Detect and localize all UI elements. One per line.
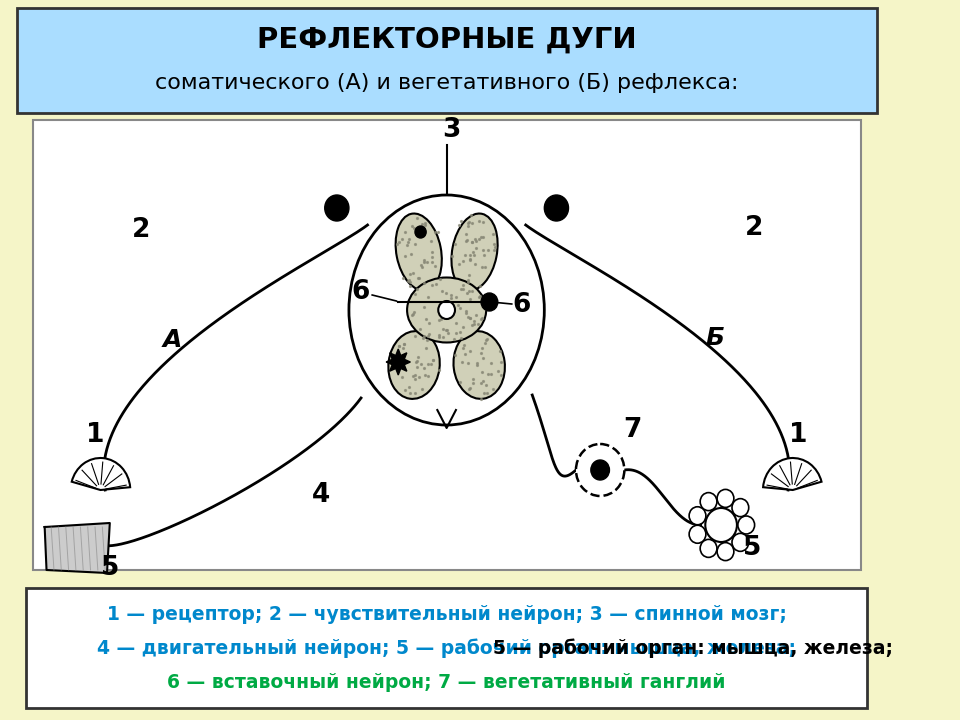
- FancyBboxPatch shape: [16, 8, 876, 113]
- Ellipse shape: [451, 214, 497, 290]
- Ellipse shape: [389, 331, 440, 399]
- Circle shape: [732, 534, 749, 552]
- Text: 3: 3: [443, 117, 461, 143]
- Ellipse shape: [396, 214, 442, 290]
- Text: соматического (А) и вегетативного (Б) рефлекса:: соматического (А) и вегетативного (Б) ре…: [155, 73, 738, 93]
- Text: 1 — рецептор; 2 — чувствительный нейрон; 3 — спинной мозг;: 1 — рецептор; 2 — чувствительный нейрон;…: [107, 605, 786, 624]
- Circle shape: [481, 293, 498, 311]
- Text: 1: 1: [85, 422, 104, 448]
- Text: А: А: [162, 328, 181, 352]
- Circle shape: [689, 525, 706, 543]
- Wedge shape: [763, 458, 822, 490]
- Text: 4 — двигательный нейрон; 5 — рабочий орган: мышца, железа;: 4 — двигательный нейрон; 5 — рабочий орг…: [97, 638, 796, 658]
- Text: РЕФЛЕКТОРНЫЕ ДУГИ: РЕФЛЕКТОРНЫЕ ДУГИ: [257, 26, 636, 54]
- Circle shape: [700, 539, 717, 557]
- Ellipse shape: [453, 331, 505, 399]
- Circle shape: [732, 499, 749, 517]
- Polygon shape: [386, 349, 410, 375]
- Circle shape: [700, 492, 717, 510]
- FancyBboxPatch shape: [26, 588, 867, 708]
- Polygon shape: [45, 523, 109, 573]
- Circle shape: [689, 507, 706, 525]
- Text: 2: 2: [132, 217, 151, 243]
- Circle shape: [324, 195, 348, 221]
- Ellipse shape: [407, 277, 486, 343]
- Circle shape: [590, 460, 610, 480]
- Circle shape: [706, 508, 737, 542]
- Text: 4: 4: [312, 482, 330, 508]
- Text: 5: 5: [743, 535, 761, 561]
- Circle shape: [576, 444, 624, 496]
- Circle shape: [717, 543, 733, 561]
- Circle shape: [544, 195, 568, 221]
- Text: 2: 2: [745, 215, 763, 241]
- Text: 6: 6: [351, 279, 371, 305]
- Text: Б: Б: [705, 326, 724, 350]
- Wedge shape: [72, 458, 131, 490]
- Text: 6: 6: [512, 292, 530, 318]
- FancyBboxPatch shape: [33, 120, 861, 570]
- Circle shape: [717, 490, 733, 508]
- Circle shape: [439, 301, 455, 319]
- Circle shape: [415, 226, 426, 238]
- Text: 6 — вставочный нейрон; 7 — вегетативный ганглий: 6 — вставочный нейрон; 7 — вегетативный …: [167, 672, 726, 691]
- Text: 5 — рабочий орган: мышца, железа;: 5 — рабочий орган: мышца, железа;: [493, 638, 893, 658]
- Text: 5: 5: [101, 555, 119, 581]
- Text: 1: 1: [789, 422, 807, 448]
- Circle shape: [738, 516, 755, 534]
- Text: 7: 7: [624, 417, 642, 443]
- Ellipse shape: [348, 195, 544, 425]
